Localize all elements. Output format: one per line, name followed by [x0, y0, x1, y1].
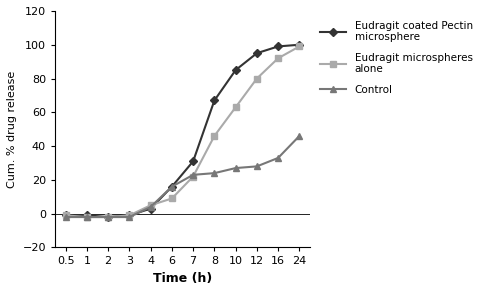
Line: Control: Control [62, 133, 303, 220]
Line: Eudragit coated Pectin
microsphere: Eudragit coated Pectin microsphere [62, 41, 302, 220]
Eudragit microspheres
alone [148, 204, 154, 207]
Eudragit coated Pectin
microsphere [190, 159, 196, 163]
Eudragit coated Pectin
microsphere [254, 51, 260, 55]
Control [254, 165, 260, 168]
Eudragit microspheres
alone [190, 175, 196, 178]
Eudragit coated Pectin
microsphere [126, 214, 132, 217]
Eudragit coated Pectin
microsphere [212, 99, 218, 102]
Line: Eudragit microspheres
alone: Eudragit microspheres alone [62, 43, 303, 220]
Eudragit microspheres
alone [126, 214, 132, 217]
Eudragit coated Pectin
microsphere [62, 214, 68, 217]
Control [84, 215, 90, 219]
Control [232, 166, 238, 170]
Eudragit microspheres
alone [62, 214, 68, 217]
Control [148, 205, 154, 209]
Eudragit microspheres
alone [254, 77, 260, 80]
Eudragit coated Pectin
microsphere [232, 68, 238, 72]
Eudragit coated Pectin
microsphere [275, 45, 281, 48]
Eudragit microspheres
alone [105, 215, 111, 219]
Eudragit coated Pectin
microsphere [169, 185, 175, 188]
Control [212, 171, 218, 175]
Eudragit microspheres
alone [296, 45, 302, 48]
Y-axis label: Cum. % drug release: Cum. % drug release [7, 71, 17, 188]
Control [296, 134, 302, 138]
Legend: Eudragit coated Pectin
microsphere, Eudragit microspheres
alone, Control: Eudragit coated Pectin microsphere, Eudr… [320, 21, 473, 95]
Control [126, 215, 132, 219]
Eudragit coated Pectin
microsphere [296, 43, 302, 46]
Eudragit coated Pectin
microsphere [148, 207, 154, 210]
Eudragit microspheres
alone [275, 56, 281, 60]
Eudragit coated Pectin
microsphere [84, 214, 90, 217]
Eudragit coated Pectin
microsphere [105, 215, 111, 219]
Control [62, 215, 68, 219]
Eudragit microspheres
alone [212, 134, 218, 138]
Control [169, 185, 175, 188]
Eudragit microspheres
alone [84, 215, 90, 219]
X-axis label: Time (h): Time (h) [153, 272, 212, 285]
Control [275, 156, 281, 160]
Control [105, 215, 111, 219]
Eudragit microspheres
alone [232, 105, 238, 109]
Eudragit microspheres
alone [169, 197, 175, 200]
Control [190, 173, 196, 177]
